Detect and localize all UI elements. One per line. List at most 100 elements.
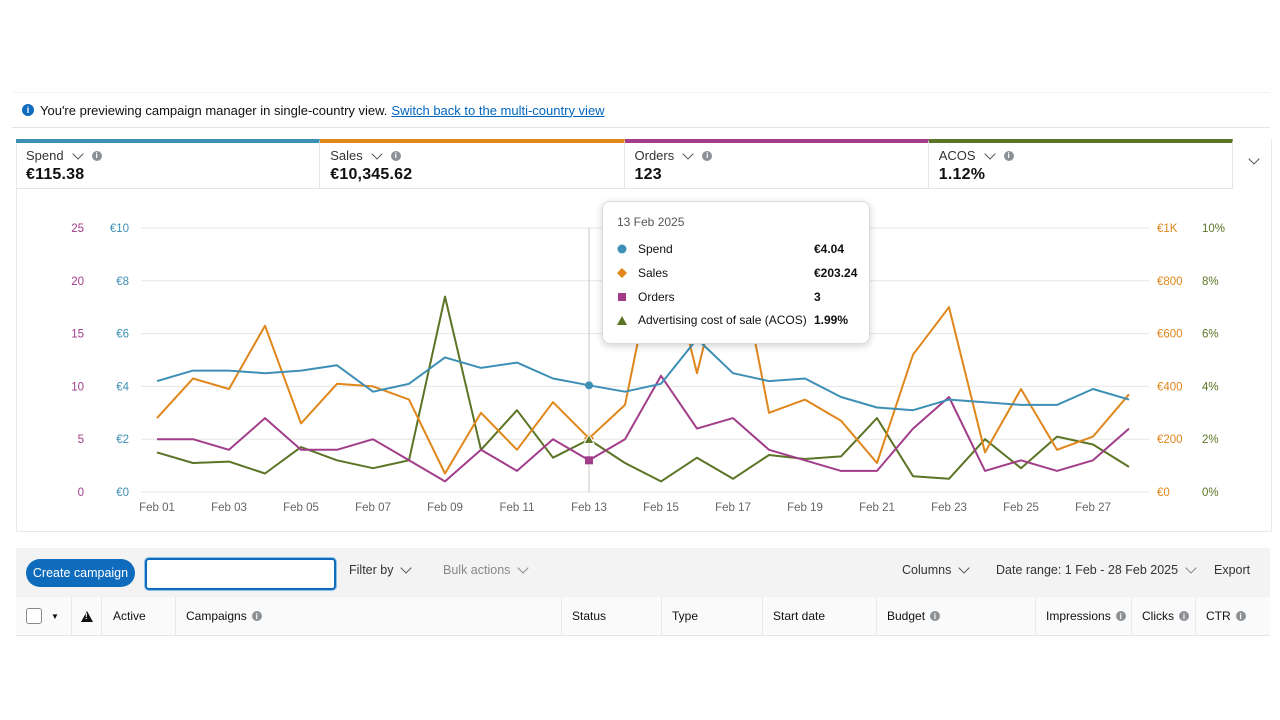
acos-axis-tick-label: 2% [1202, 434, 1219, 446]
select-all-checkbox[interactable] [26, 608, 42, 624]
column-label: CTR [1206, 609, 1231, 623]
column-header-impressions[interactable]: Impressions i [1036, 597, 1132, 635]
series-line-spend [156, 337, 1130, 412]
column-label: Type [672, 609, 699, 623]
metric-card-sales[interactable]: Sales i €10,345.62 [320, 139, 625, 189]
tooltip-label: Sales [638, 266, 669, 280]
metric-label: Sales [330, 148, 363, 163]
sales-axis-tick-label: €200 [1157, 434, 1183, 446]
tooltip-label: Orders [638, 290, 675, 304]
column-header-start-date[interactable]: Start date [763, 597, 877, 635]
help-icon[interactable]: i [1003, 150, 1014, 161]
x-axis-tick-label: Feb 13 [571, 502, 607, 514]
column-label: Active [113, 609, 146, 623]
help-icon[interactable]: i [91, 150, 102, 161]
metric-card-acos[interactable]: ACOS i 1.12% [928, 139, 1233, 189]
column-label: Clicks [1142, 609, 1174, 623]
column-header-type[interactable]: Type [662, 597, 763, 635]
spend-axis-tick-label: €4 [116, 381, 129, 393]
column-label: Status [572, 609, 607, 623]
filter-by-dropdown[interactable]: Filter by [349, 562, 414, 577]
expand-metrics-button[interactable] [1240, 153, 1260, 173]
help-icon[interactable]: i [702, 150, 713, 161]
spend-axis-tick-label: €8 [116, 276, 129, 288]
columns-label: Columns [902, 563, 952, 577]
metric-value: 123 [634, 166, 662, 183]
caret-down-icon[interactable]: ▼ [51, 611, 59, 621]
x-axis-tick-label: Feb 01 [139, 502, 175, 514]
bulk-actions-label: Bulk actions [443, 563, 511, 577]
help-icon[interactable]: i [1179, 611, 1189, 621]
x-axis-tick-label: Feb 15 [643, 502, 679, 514]
banner-message: You're previewing campaign manager in si… [40, 102, 388, 118]
chart-panel [16, 139, 1272, 532]
chevron-down-icon[interactable] [983, 147, 996, 160]
column-header-active[interactable]: Active [102, 597, 176, 635]
date-range-dropdown[interactable]: Date range: 1 Feb - 28 Feb 2025 [996, 562, 1199, 577]
acos-axis-tick-label: 0% [1202, 487, 1219, 499]
chevron-down-icon [1248, 153, 1260, 165]
export-button[interactable]: Export [1214, 563, 1251, 577]
orders-axis-tick-label: 0 [78, 487, 84, 499]
tooltip-value: 1.99% [814, 313, 849, 327]
diamond-marker-icon [617, 268, 627, 278]
metric-card-spend[interactable]: Spend i €115.38 [16, 139, 321, 189]
column-label: Budget [887, 609, 926, 623]
campaign-table-header: ▼ Active Campaigns i Status Type Start da… [16, 597, 1270, 636]
help-icon[interactable]: i [390, 150, 401, 161]
orders-axis-tick-label: 25 [71, 223, 84, 235]
sales-axis-tick-label: €800 [1157, 276, 1183, 288]
metric-card-orders[interactable]: Orders i 123 [624, 139, 929, 189]
search-input[interactable] [145, 558, 336, 590]
column-header-clicks[interactable]: Clicks i [1132, 597, 1196, 635]
series-line-acos [156, 295, 1130, 483]
x-axis-tick-label: Feb 03 [211, 502, 247, 514]
tooltip-value: €203.24 [814, 266, 858, 280]
triangle-marker-icon [617, 316, 627, 325]
column-header-status[interactable]: Status [562, 597, 662, 635]
tooltip-label: Advertising cost of sale (ACOS) [638, 313, 807, 327]
metric-value: €115.38 [26, 166, 85, 183]
chevron-down-icon[interactable] [682, 147, 694, 160]
help-icon[interactable]: i [1235, 611, 1246, 621]
preview-banner: i You're previewing campaign manager in … [12, 92, 1270, 128]
create-campaign-button[interactable]: Create campaign [26, 559, 135, 587]
help-icon[interactable]: i [930, 611, 941, 621]
x-axis-tick-label: Feb 23 [931, 502, 967, 514]
filter-by-label: Filter by [349, 563, 394, 577]
x-axis-tick-label: Feb 19 [787, 502, 823, 514]
x-axis-tick-label: Feb 21 [859, 502, 895, 514]
metric-label: ACOS [938, 148, 976, 163]
date-range-label: Date range: 1 Feb - 28 Feb 2025 [996, 563, 1179, 577]
spend-axis-tick-label: €0 [116, 487, 129, 499]
chevron-down-icon[interactable] [71, 147, 84, 160]
sales-axis-tick-label: €0 [1157, 487, 1170, 499]
campaign-toolbar: Create campaign Filter by Bulk actions C… [16, 548, 1270, 597]
x-axis-tick-label: Feb 11 [500, 502, 535, 514]
chevron-down-icon [400, 562, 413, 574]
chart-tooltip: 13 Feb 2025 Spend €4.04 Sales €203.24 Or… [602, 201, 870, 344]
bulk-actions-dropdown[interactable]: Bulk actions [443, 562, 531, 577]
x-axis-tick-label: Feb 25 [1003, 502, 1039, 514]
help-icon[interactable]: i [251, 611, 262, 621]
column-header-ctr[interactable]: CTR i [1196, 597, 1270, 635]
acos-axis-tick-label: 8% [1202, 276, 1219, 288]
switch-multi-country-link[interactable]: Switch back to the multi-country view [391, 102, 605, 118]
tooltip-row-acos: Advertising cost of sale (ACOS) 1.99% [617, 311, 862, 329]
columns-dropdown[interactable]: Columns [902, 562, 972, 577]
hover-point-spend [585, 381, 593, 390]
metric-cards: Spend i €115.38 Sales i €10,345.62 Orders i… [16, 139, 1233, 189]
x-axis-tick-label: Feb 27 [1075, 502, 1111, 514]
chevron-down-icon[interactable] [371, 147, 383, 160]
help-icon[interactable]: i [1115, 611, 1126, 621]
warning-icon [81, 610, 93, 622]
orders-axis-tick-label: 15 [71, 329, 84, 341]
chevron-down-icon [517, 562, 530, 574]
column-header-budget[interactable]: Budget i [877, 597, 1036, 635]
spend-axis-tick-label: €6 [116, 329, 129, 341]
x-axis-tick-label: Feb 07 [355, 502, 391, 514]
x-axis-tick-label: Feb 05 [283, 502, 319, 514]
tooltip-value: €4.04 [814, 242, 845, 256]
column-header-campaigns[interactable]: Campaigns i [176, 597, 562, 635]
hover-point-orders [585, 456, 593, 465]
